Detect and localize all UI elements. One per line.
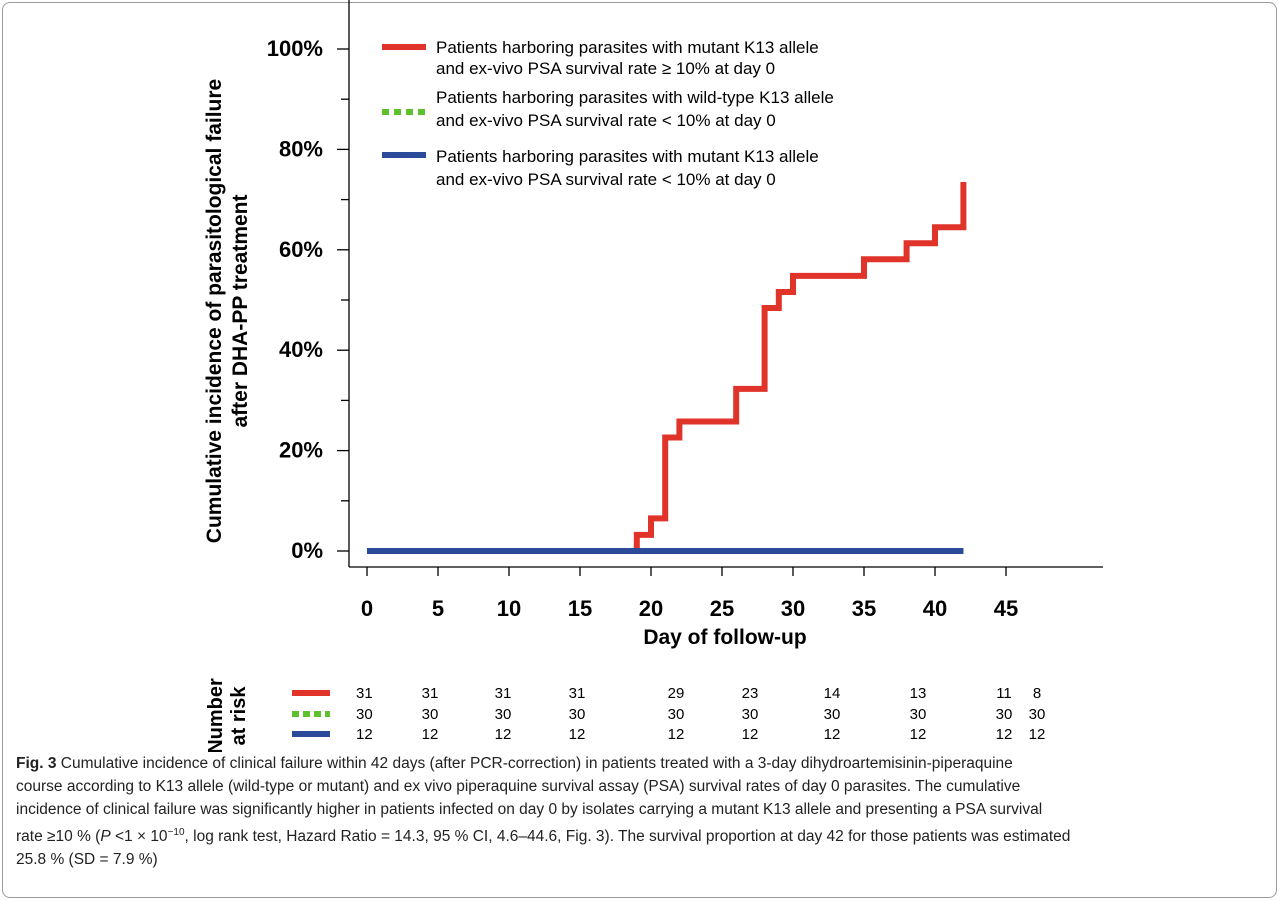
risk-cell: 30 — [495, 706, 512, 723]
risk-table-title: Number at risk — [205, 678, 250, 752]
risk-cell: 31 — [422, 685, 439, 702]
legend-label-line-1: Patients harboring parasites with mutant… — [436, 38, 819, 57]
caption-text: Cumulative incidence of clinical failure… — [56, 755, 1013, 772]
y-tick-label: 0% — [291, 538, 323, 563]
risk-cell: 30 — [996, 706, 1013, 723]
risk-cell: 31 — [356, 685, 373, 702]
x-tick-label: 35 — [852, 596, 876, 621]
risk-table-title-line-1: Number — [205, 678, 227, 752]
legend-item-mutant-high-psa: Patients harboring parasites with mutant… — [382, 38, 819, 78]
series-lines — [367, 182, 967, 554]
risk-cell: 31 — [569, 685, 586, 702]
series-line-mutant-high-psa — [367, 182, 967, 554]
figure-label: Fig. 3 — [16, 755, 57, 772]
risk-cell: 30 — [668, 706, 685, 723]
risk-cell: 12 — [742, 726, 759, 743]
legend-label-line-2: and ex-vivo PSA survival rate < 10% at d… — [436, 170, 776, 189]
legend-label-line-1: Patients harboring parasites with mutant… — [436, 147, 819, 166]
y-axis-label: Cumulative incidence of parasitological … — [203, 79, 252, 543]
caption-line: incidence of clinical failure was signif… — [16, 801, 1043, 818]
legend: Patients harboring parasites with mutant… — [382, 38, 834, 189]
x-tick-label: 20 — [639, 596, 663, 621]
legend-item-mutant-low-psa: Patients harboring parasites with mutant… — [382, 147, 819, 189]
figure-caption: Fig. 3 Cumulative incidence of clinical … — [16, 752, 1264, 871]
caption-text: <1 × 10 — [110, 828, 168, 846]
legend-label-line-2: and ex-vivo PSA survival rate ≥ 10% at d… — [436, 59, 775, 78]
y-tick-label: 80% — [279, 136, 323, 161]
risk-cell: 30 — [742, 706, 759, 723]
risk-cell: 30 — [569, 706, 586, 723]
x-tick-label: 40 — [923, 596, 947, 621]
x-axis-label: Day of follow-up — [643, 626, 806, 649]
y-axis-label-line-1: Cumulative incidence of parasitological … — [203, 79, 226, 543]
legend-label-line-1: Patients harboring parasites with wild-t… — [436, 88, 834, 107]
risk-cell: 30 — [356, 706, 373, 723]
axes — [337, 0, 1103, 576]
risk-cell: 12 — [422, 726, 439, 743]
x-tick-labels: 0 5 10 15 20 25 30 35 40 45 — [361, 596, 1018, 621]
x-tick-label: 15 — [568, 596, 592, 621]
risk-cell: 12 — [668, 726, 685, 743]
risk-table: 31 31 31 31 29 23 14 13 11 8 30 30 30 30 30 30 30 30 30 30 1… — [292, 685, 1045, 743]
y-tick-label: 20% — [279, 438, 323, 463]
risk-cell: 23 — [742, 685, 759, 702]
risk-cell: 13 — [910, 685, 927, 702]
risk-row-mutant-high-psa: 31 31 31 31 29 23 14 13 11 8 — [292, 685, 1041, 702]
caption-text: rate ≥10 % ( — [16, 828, 101, 846]
y-tick-label: 60% — [279, 237, 323, 262]
risk-cell: 12 — [996, 726, 1013, 743]
risk-cell: 30 — [422, 706, 439, 723]
y-axis-label-line-2: after DHA-PP treatment — [229, 194, 252, 427]
legend-label-line-2: and ex-vivo PSA survival rate < 10% at d… — [436, 111, 776, 130]
risk-cell: 12 — [1029, 726, 1046, 743]
risk-cell: 12 — [495, 726, 512, 743]
risk-cell: 11 — [996, 685, 1012, 702]
legend-item-wildtype-low-psa: Patients harboring parasites with wild-t… — [382, 88, 834, 130]
y-tick-label: 40% — [279, 337, 323, 362]
km-chart: 0% 20% 40% 60% 80% 100% 0 5 10 15 20 25 30 35 40 45 Cu… — [203, 0, 1103, 752]
risk-cell: 29 — [668, 685, 685, 702]
risk-row-wildtype-low-psa: 30 30 30 30 30 30 30 30 30 30 — [292, 706, 1045, 723]
risk-cell: 8 — [1033, 685, 1041, 702]
risk-table-title-line-2: at risk — [228, 686, 250, 746]
y-tick-labels: 0% 20% 40% 60% 80% 100% — [267, 36, 323, 563]
x-tick-label: 45 — [994, 596, 1018, 621]
x-tick-label: 5 — [432, 596, 444, 621]
caption-line: Fig. 3 Cumulative incidence of clinical … — [16, 752, 1264, 775]
risk-cell: 30 — [910, 706, 927, 723]
caption-line: course according to K13 allele (wild-typ… — [16, 778, 1021, 795]
x-tick-label: 0 — [361, 596, 373, 621]
risk-cell: 12 — [569, 726, 586, 743]
x-tick-label: 25 — [710, 596, 734, 621]
exponent: −10 — [167, 827, 185, 838]
risk-cell: 12 — [910, 726, 927, 743]
risk-cell: 12 — [356, 726, 373, 743]
risk-cell: 30 — [824, 706, 841, 723]
p-value-symbol: P — [100, 828, 111, 846]
risk-cell: 31 — [495, 685, 512, 702]
caption-line: 25.8 % (SD = 7.9 %) — [16, 851, 158, 869]
x-tick-label: 30 — [781, 596, 805, 621]
x-tick-label: 10 — [497, 596, 521, 621]
risk-cell: 30 — [1029, 706, 1046, 723]
y-tick-label: 100% — [267, 36, 323, 61]
risk-cell: 12 — [824, 726, 841, 743]
risk-cell: 14 — [824, 685, 841, 702]
caption-text: , log rank test, Hazard Ratio = 14.3, 95… — [184, 828, 1071, 846]
risk-row-mutant-low-psa: 12 12 12 12 12 12 12 12 12 12 — [292, 726, 1045, 743]
caption-line: rate ≥10 % (P <1 × 10−10, log rank test,… — [16, 821, 1264, 848]
